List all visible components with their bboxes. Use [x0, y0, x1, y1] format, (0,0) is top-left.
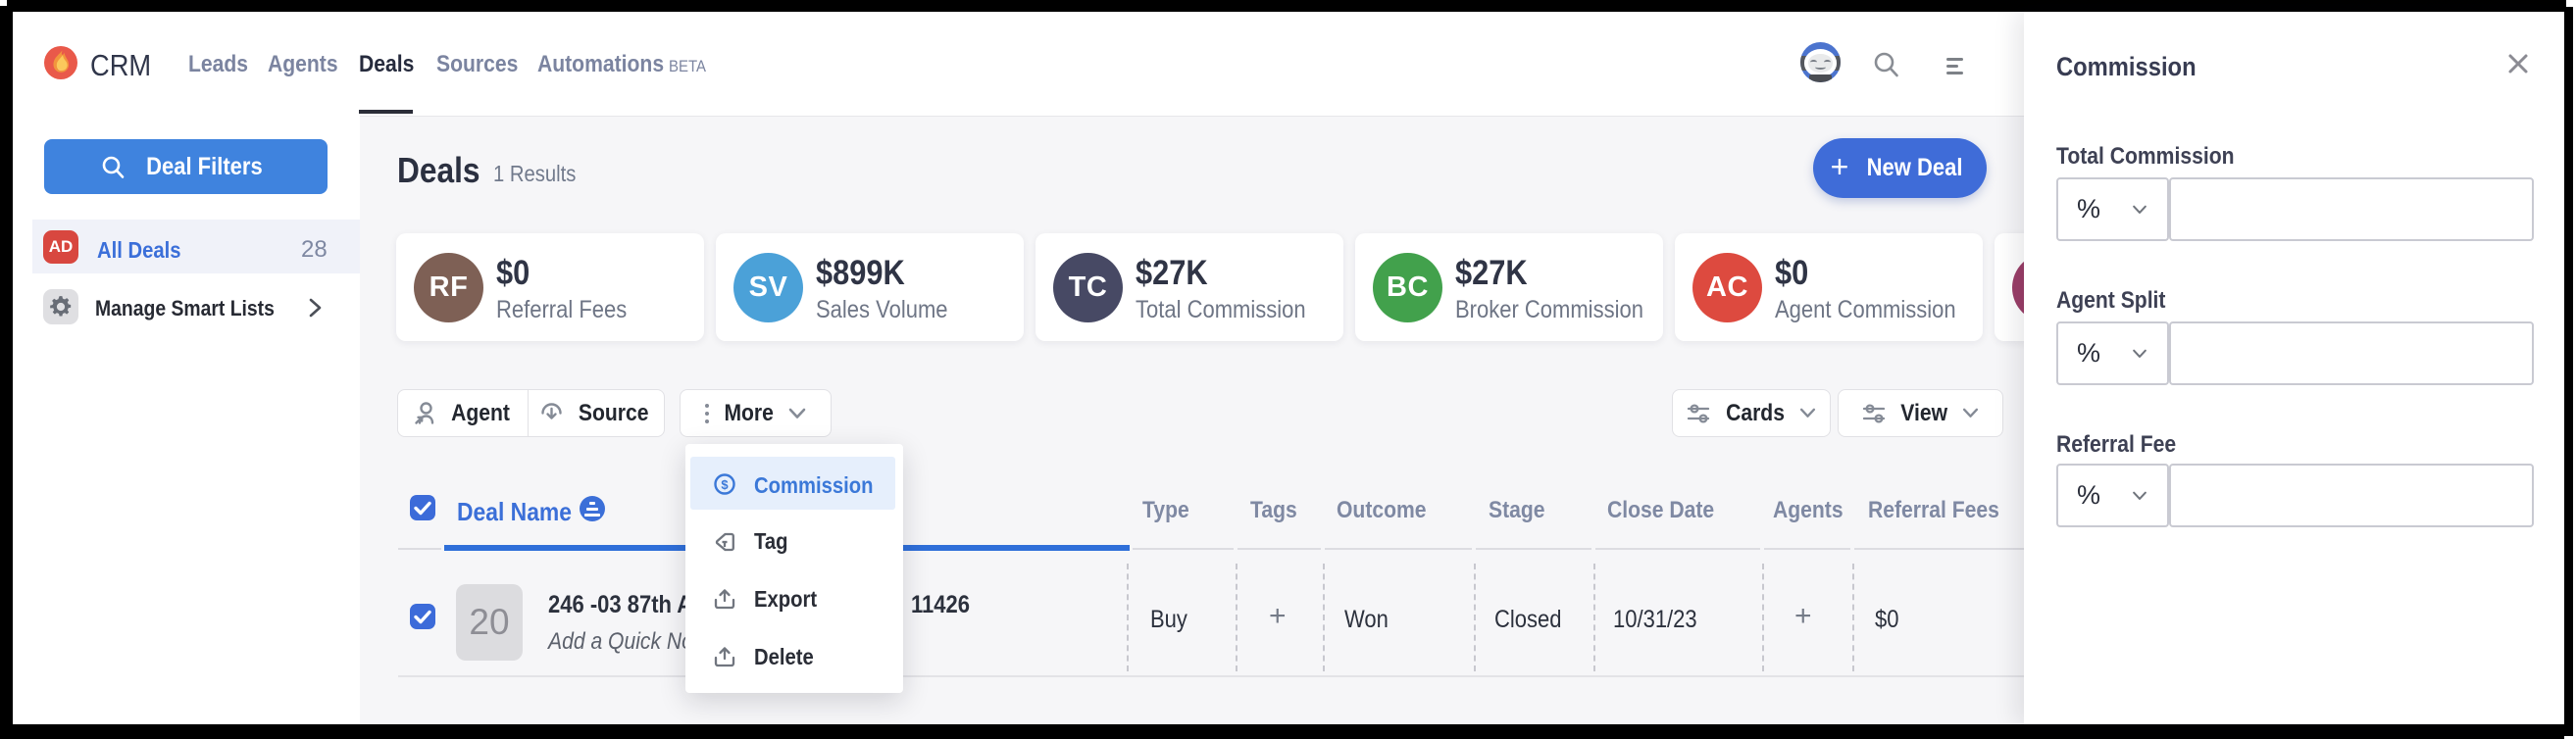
svg-text:$: $: [721, 477, 729, 492]
